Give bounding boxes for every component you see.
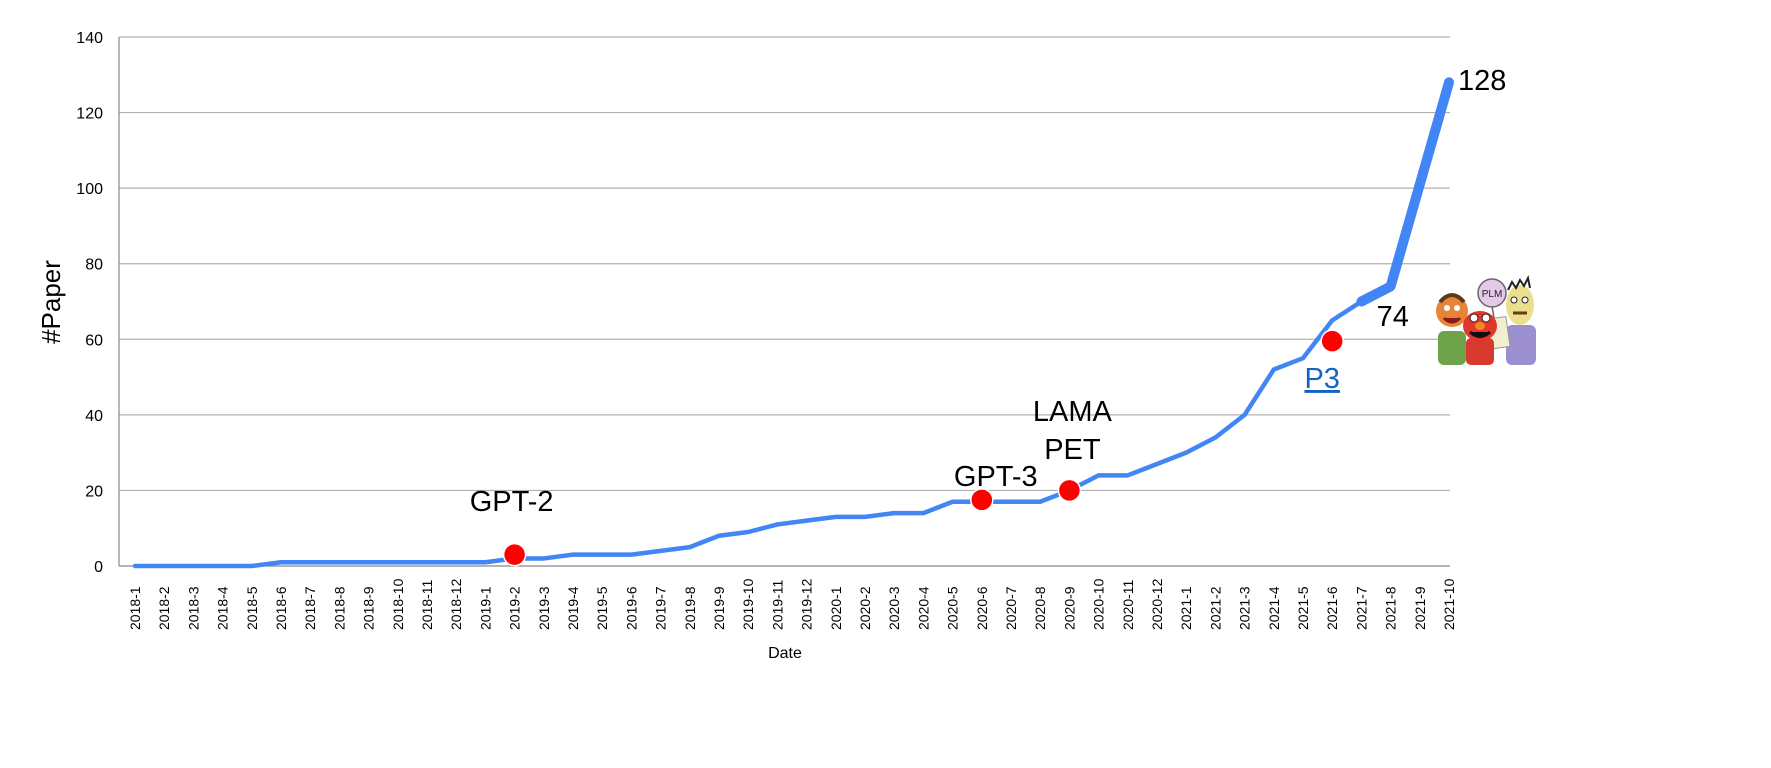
x-tick-label: 2018-11 — [419, 579, 435, 630]
x-tick-label: 2019-1 — [477, 586, 493, 630]
x-tick-label: 2019-12 — [799, 578, 815, 630]
y-tick-label: 60 — [85, 332, 103, 349]
x-tick-label: 2018-5 — [244, 586, 260, 630]
x-tick-label: 2020-4 — [915, 586, 931, 630]
x-tick-label: 2020-2 — [857, 586, 873, 630]
x-tick-label: 2018-12 — [448, 578, 464, 630]
y-axis-ticks: 0 20 40 60 80 100 120 140 — [76, 30, 103, 576]
y-axis-title: #Paper — [36, 260, 66, 344]
annotation-gpt-2: GPT-2 — [470, 486, 554, 518]
x-tick-label: 2021-3 — [1237, 586, 1253, 630]
x-tick-label: 2019-8 — [682, 586, 698, 630]
x-tick-label: 2018-10 — [390, 578, 406, 630]
x-tick-label: 2019-10 — [740, 578, 756, 630]
y-tick-label: 20 — [85, 483, 103, 500]
muppet-illustration: PLM — [1436, 274, 1536, 365]
series-line-emphasis — [1356, 77, 1454, 307]
x-tick-label: 2021-2 — [1207, 586, 1223, 630]
series-group — [132, 77, 1454, 569]
x-tick-label: 2020-12 — [1149, 578, 1165, 630]
x-tick-label: 2018-9 — [361, 586, 377, 630]
x-tick-label: 2019-5 — [594, 586, 610, 630]
milestone-marker — [970, 488, 994, 512]
x-tick-label: 2020-3 — [886, 586, 902, 630]
ernie-mouth — [1442, 316, 1462, 324]
elmo-eye — [1469, 313, 1479, 323]
value-label-74: 74 — [1377, 301, 1409, 333]
x-tick-label: 2021-6 — [1324, 586, 1340, 630]
elmo-body — [1466, 338, 1494, 365]
x-tick-label: 2018-8 — [331, 586, 347, 630]
ernie-hair — [1438, 293, 1466, 304]
x-tick-label: 2018-3 — [185, 586, 201, 630]
bert-hair — [1507, 274, 1531, 291]
y-tick-label: 40 — [85, 408, 103, 425]
x-tick-label: 2021-9 — [1412, 586, 1428, 630]
bert-head — [1506, 285, 1534, 325]
y-tick-label: 0 — [94, 559, 103, 576]
series-line — [132, 299, 1364, 569]
x-tick-label: 2021-1 — [1178, 586, 1194, 630]
x-tick-label: 2020-1 — [828, 586, 844, 630]
y-tick-label: 100 — [76, 181, 103, 198]
x-tick-label: 2019-7 — [653, 586, 669, 630]
elmo-eye — [1481, 313, 1491, 323]
value-label-128: 128 — [1458, 65, 1506, 97]
x-tick-label: 2018-6 — [273, 586, 289, 630]
milestone-marker — [502, 542, 527, 567]
annotation-pet: PET — [1044, 434, 1101, 466]
y-tick-label: 80 — [85, 257, 103, 274]
ernie-body — [1438, 331, 1466, 365]
gridlines — [119, 36, 1450, 492]
bert-eye — [1521, 296, 1529, 304]
x-tick-label: 2021-7 — [1353, 586, 1369, 630]
y-tick-label: 120 — [76, 106, 103, 123]
x-tick-label: 2019-9 — [711, 586, 727, 630]
x-axis-ticks: 2018-1 2018-2 2018-3 2018-4 2018-5 2018-6 2018… — [127, 578, 1457, 630]
x-tick-label: 2019-3 — [536, 586, 552, 630]
y-tick-label: 140 — [76, 30, 103, 47]
x-axis-title: Date — [768, 645, 802, 662]
x-tick-label: 2020-11 — [1120, 579, 1136, 630]
x-tick-label: 2019-4 — [565, 586, 581, 630]
x-tick-label: 2021-8 — [1383, 586, 1399, 630]
milestone-marker — [1320, 329, 1344, 353]
x-tick-label: 2018-4 — [215, 586, 231, 630]
x-tick-label: 2021-4 — [1266, 586, 1282, 630]
ernie-figure — [1436, 293, 1468, 365]
x-tick-label: 2020-10 — [1091, 578, 1107, 630]
annotation-lama: LAMA — [1033, 396, 1113, 428]
x-tick-label: 2021-5 — [1295, 586, 1311, 630]
elmo-figure — [1463, 311, 1497, 365]
bert-eye — [1510, 296, 1518, 304]
bert-body — [1506, 325, 1536, 365]
x-tick-label: 2019-11 — [769, 579, 785, 630]
bert-figure — [1506, 274, 1536, 365]
milestone-marker — [1057, 478, 1082, 503]
plm-balloon: PLM — [1477, 278, 1507, 319]
x-tick-label: 2021-10 — [1441, 578, 1457, 630]
annotation-group: GPT-2 GPT-3 LAMA PET P3 74 128 — [470, 65, 1507, 518]
x-tick-label: 2020-5 — [945, 586, 961, 630]
elmo-nose — [1475, 322, 1485, 330]
x-tick-label: 2018-2 — [156, 586, 172, 630]
balloon-string — [1491, 305, 1495, 319]
x-tick-label: 2020-9 — [1061, 586, 1077, 630]
ernie-eye — [1444, 305, 1450, 311]
balloon-shape — [1477, 278, 1507, 308]
x-tick-label: 2019-2 — [507, 586, 523, 630]
balloon-label: PLM — [1482, 289, 1503, 300]
x-tick-label: 2020-7 — [1003, 586, 1019, 630]
x-tick-label: 2018-7 — [302, 586, 318, 630]
x-tick-label: 2020-6 — [974, 586, 990, 630]
ernie-eye — [1454, 305, 1460, 311]
x-tick-label: 2020-8 — [1032, 586, 1048, 630]
marker-group — [502, 329, 1344, 567]
annotation-p3-link[interactable]: P3 — [1304, 363, 1339, 395]
x-tick-label: 2018-1 — [127, 586, 143, 630]
x-tick-label: 2019-6 — [623, 586, 639, 630]
annotation-gpt-3: GPT-3 — [954, 461, 1038, 493]
elmo-mouth — [1468, 330, 1492, 338]
